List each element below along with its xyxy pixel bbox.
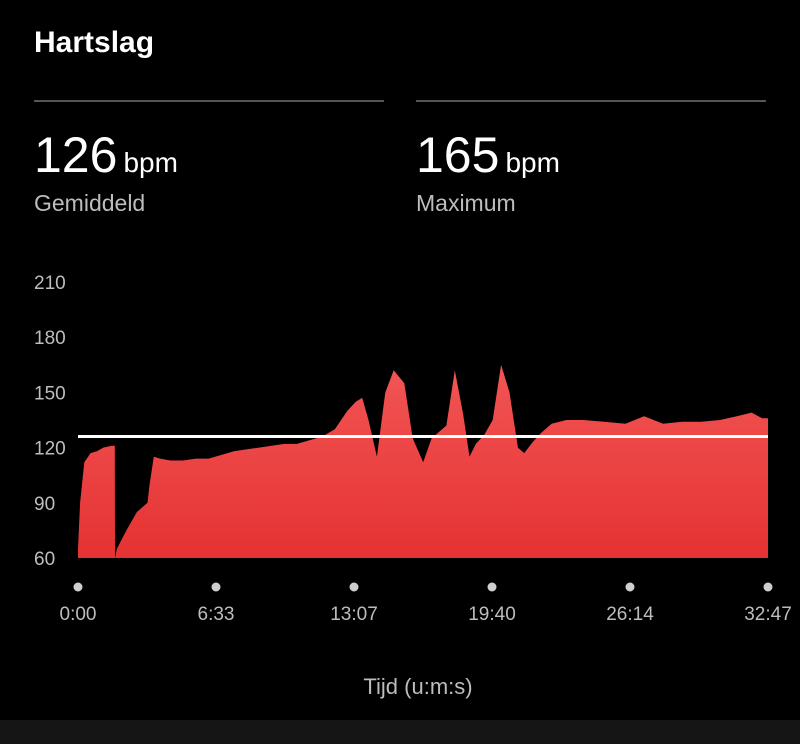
y-tick-label: 60 — [34, 549, 55, 570]
y-tick-label: 120 — [34, 439, 66, 460]
x-tick-label: 32:47 — [744, 604, 792, 625]
x-tick-dot — [73, 582, 83, 592]
x-tick-label: 26:14 — [606, 604, 654, 625]
x-tick-dot — [625, 582, 635, 592]
x-tick-dot — [763, 582, 773, 592]
x-tick-label: 6:33 — [198, 604, 235, 625]
x-tick-dot — [211, 582, 221, 592]
maximum-label: Maximum — [416, 190, 516, 216]
y-tick-label: 180 — [34, 328, 66, 349]
y-tick-label: 150 — [34, 383, 66, 404]
x-tick-label: 13:07 — [330, 604, 378, 625]
y-tick-label: 210 — [34, 273, 66, 294]
average-number: 126 — [34, 127, 118, 183]
bottom-bar — [0, 720, 800, 744]
stat-divider-maximum — [416, 100, 766, 102]
x-tick-label: 0:00 — [60, 604, 97, 625]
x-axis-title: Tijd (u:m:s) — [363, 674, 473, 699]
x-axis: 0:00 6:33 13:07 19:40 26:14 32:47 — [60, 582, 792, 625]
maximum-number: 165 — [416, 127, 500, 183]
average-label: Gemiddeld — [34, 190, 146, 216]
x-tick-dot — [487, 582, 497, 592]
maximum-unit: bpm — [505, 147, 560, 178]
y-tick-label: 90 — [34, 494, 55, 515]
maximum-value: 165 bpm — [416, 126, 560, 184]
average-value: 126 bpm — [34, 126, 178, 184]
x-tick-dot — [349, 582, 359, 592]
average-unit: bpm — [123, 147, 178, 178]
stat-divider-average — [34, 100, 384, 102]
page-title: Hartslag — [34, 26, 155, 59]
heart-rate-area — [78, 364, 768, 558]
y-axis: 210 180 150 120 90 60 — [34, 273, 66, 570]
x-tick-label: 19:40 — [468, 604, 516, 625]
